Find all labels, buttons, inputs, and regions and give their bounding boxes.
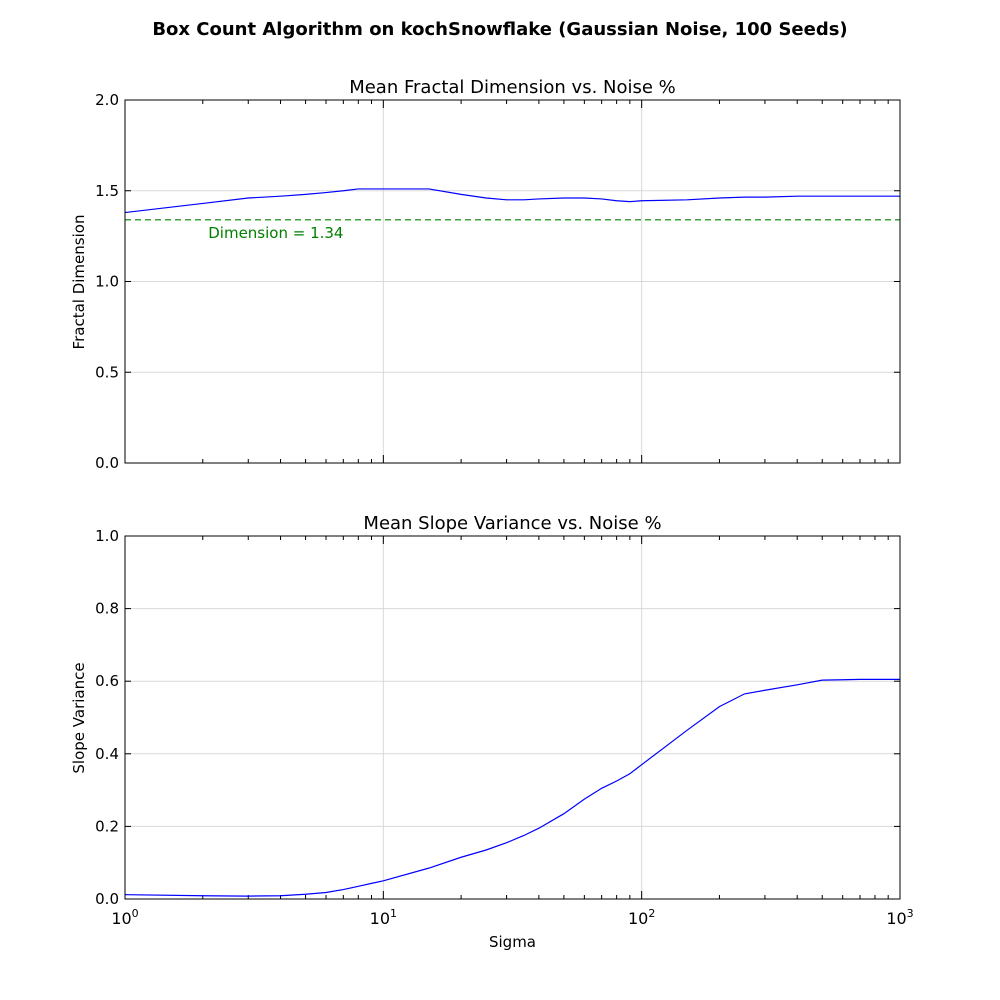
y-tick-label: 0.2 [95,817,119,835]
y-tick-label: 0.4 [95,745,119,763]
y-tick-label: 1.5 [95,182,119,200]
series-line [124,678,900,897]
plot-frame [124,535,901,900]
dimension-plot: 0.0 0.5 1.0 1.5 2.0 Dimension = 1.34 Mean Frac… [70,77,901,472]
y-tick-label: 0.0 [95,454,119,472]
x-tick-label: 103 [886,907,913,928]
dimension-plot-ylabel: Fractal Dimension [70,215,88,350]
dimension-plot-title: Mean Fractal Dimension vs. Noise % [349,77,676,98]
variance-plot-ylabel: Slope Variance [70,662,88,773]
variance-plot-title: Mean Slope Variance vs. Noise % [363,513,661,534]
series-line [124,188,900,214]
plot-area [125,536,900,899]
variance-plot-xlabel: Sigma [489,933,536,951]
variance-plot: 0.0 0.2 0.4 0.6 0.8 1.0 100 101 102 103 Mean Slope… [70,513,914,951]
plot-frame [124,99,901,464]
y-tick-label: 2.0 [95,91,119,109]
y-tick-label: 0.6 [95,672,119,690]
y-tick-label: 1.0 [95,273,119,291]
x-tick-label: 100 [111,907,138,928]
x-tick-label: 101 [370,907,397,928]
y-tick-label: 0.8 [95,600,119,618]
reference-label: Dimension = 1.34 [208,224,343,242]
figure-title: Box Count Algorithm on kochSnowflake (Ga… [152,19,847,40]
y-tick-label: 0.5 [95,363,119,381]
x-tick-label: 102 [628,907,655,928]
y-tick-label: 0.0 [95,890,119,908]
y-tick-label: 1.0 [95,527,119,545]
